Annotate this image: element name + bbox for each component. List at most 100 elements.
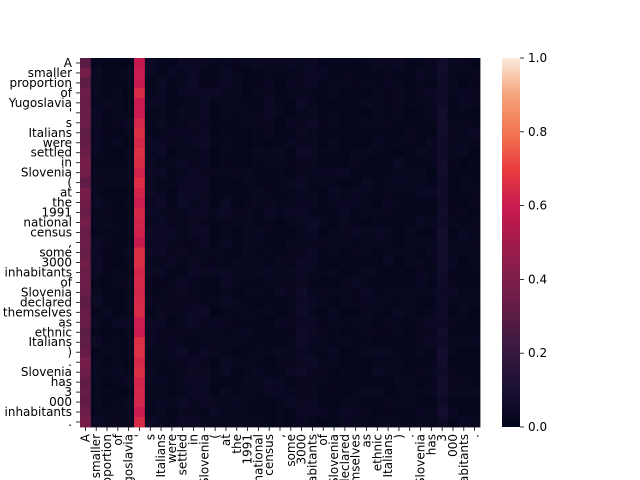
heatmap-cell <box>361 137 373 149</box>
heatmap-cell <box>123 297 135 308</box>
y-tick-label: 000 <box>49 395 72 409</box>
heatmap-cell <box>469 197 481 208</box>
heatmap-cell <box>382 387 394 398</box>
heatmap-cell <box>415 357 427 368</box>
heatmap-cell <box>458 197 470 208</box>
heatmap-cell <box>90 107 103 119</box>
heatmap-cell <box>415 77 427 89</box>
heatmap-cell <box>198 217 211 228</box>
x-tick-label: at <box>219 434 233 446</box>
colorbar-tick-label: 0.0 <box>528 420 547 434</box>
heatmap-cell <box>209 237 221 248</box>
heatmap-cell <box>458 87 470 99</box>
heatmap-cell <box>371 157 384 169</box>
heatmap-cell <box>317 177 330 189</box>
heatmap-cell <box>198 227 211 238</box>
x-tick-label: some <box>284 434 298 467</box>
heatmap-cell <box>469 177 481 189</box>
heatmap-cell <box>458 227 470 238</box>
heatmap-cell <box>101 257 113 268</box>
heatmap-cell <box>285 197 297 208</box>
heatmap-cell <box>80 107 92 119</box>
heatmap-cell <box>393 147 405 159</box>
heatmap-cell <box>393 207 405 218</box>
heatmap-cell <box>177 67 189 79</box>
heatmap-cell <box>80 227 92 238</box>
heatmap-cell <box>274 257 286 268</box>
heatmap-cell <box>112 217 124 228</box>
heatmap-cell <box>339 297 351 308</box>
heatmap-cell <box>350 87 362 99</box>
heatmap-cell <box>371 367 384 378</box>
heatmap-cell <box>328 367 340 378</box>
heatmap-cell <box>296 277 308 288</box>
heatmap-cell <box>220 157 232 169</box>
heatmap-cell <box>469 317 481 328</box>
heatmap-cell <box>80 197 92 208</box>
heatmap-cell <box>274 417 286 428</box>
heatmap-cell <box>166 407 178 418</box>
heatmap-cell <box>134 237 146 248</box>
heatmap-cell <box>328 227 340 238</box>
heatmap-cell <box>317 377 330 388</box>
heatmap-cell <box>469 137 481 149</box>
x-tick-label: ) <box>392 434 406 439</box>
heatmap-cell <box>112 58 124 69</box>
heatmap-cell <box>436 267 448 278</box>
heatmap-cell <box>134 97 146 109</box>
heatmap-cell <box>101 187 113 199</box>
heatmap-cell <box>90 127 103 139</box>
heatmap-cell <box>274 167 286 179</box>
heatmap-cell <box>177 77 189 89</box>
heatmap-cell <box>166 277 178 288</box>
heatmap-cell <box>350 167 362 179</box>
heatmap-cell <box>404 377 416 388</box>
heatmap-cell <box>155 217 167 228</box>
heatmap-cell <box>166 247 178 258</box>
heatmap-cell <box>425 307 438 318</box>
heatmap-cell <box>393 137 405 149</box>
heatmap-cell <box>307 417 319 428</box>
heatmap-cell <box>328 127 340 139</box>
heatmap-cell <box>285 137 297 149</box>
heatmap-cell <box>361 117 373 129</box>
heatmap-cell <box>231 67 243 79</box>
heatmap-cell <box>112 387 124 398</box>
heatmap-cell <box>469 147 481 159</box>
heatmap-cell <box>252 67 265 79</box>
heatmap-cell <box>134 127 146 139</box>
heatmap-cell <box>134 167 146 179</box>
heatmap-cell <box>252 317 265 328</box>
heatmap-cell <box>101 267 113 278</box>
heatmap-cell <box>393 407 405 418</box>
heatmap-cell <box>425 157 438 169</box>
heatmap-cell <box>155 357 167 368</box>
heatmap-cell <box>209 117 221 129</box>
heatmap-cell <box>209 58 221 69</box>
heatmap-cell <box>220 58 232 69</box>
heatmap-cell <box>177 337 189 348</box>
heatmap-cell <box>436 157 448 169</box>
heatmap-cell <box>285 58 297 69</box>
heatmap-cell <box>188 67 200 79</box>
heatmap-cell <box>274 297 286 308</box>
heatmap-cell <box>425 217 438 228</box>
heatmap-cell <box>144 347 157 358</box>
heatmap-cell <box>339 137 351 149</box>
heatmap-cell <box>112 127 124 139</box>
heatmap-cell <box>328 237 340 248</box>
heatmap-cell <box>361 87 373 99</box>
heatmap-cell <box>447 187 459 199</box>
heatmap-cell <box>469 367 481 378</box>
heatmap-cell <box>123 337 135 348</box>
heatmap-cell <box>144 357 157 368</box>
heatmap-cell <box>80 77 92 89</box>
heatmap-cell <box>155 377 167 388</box>
heatmap-cell <box>307 237 319 248</box>
heatmap-cell <box>166 287 178 298</box>
heatmap-cell <box>188 327 200 338</box>
heatmap-cell <box>415 117 427 129</box>
heatmap-cell <box>209 357 221 368</box>
heatmap-cell <box>350 127 362 139</box>
heatmap-cell <box>393 277 405 288</box>
